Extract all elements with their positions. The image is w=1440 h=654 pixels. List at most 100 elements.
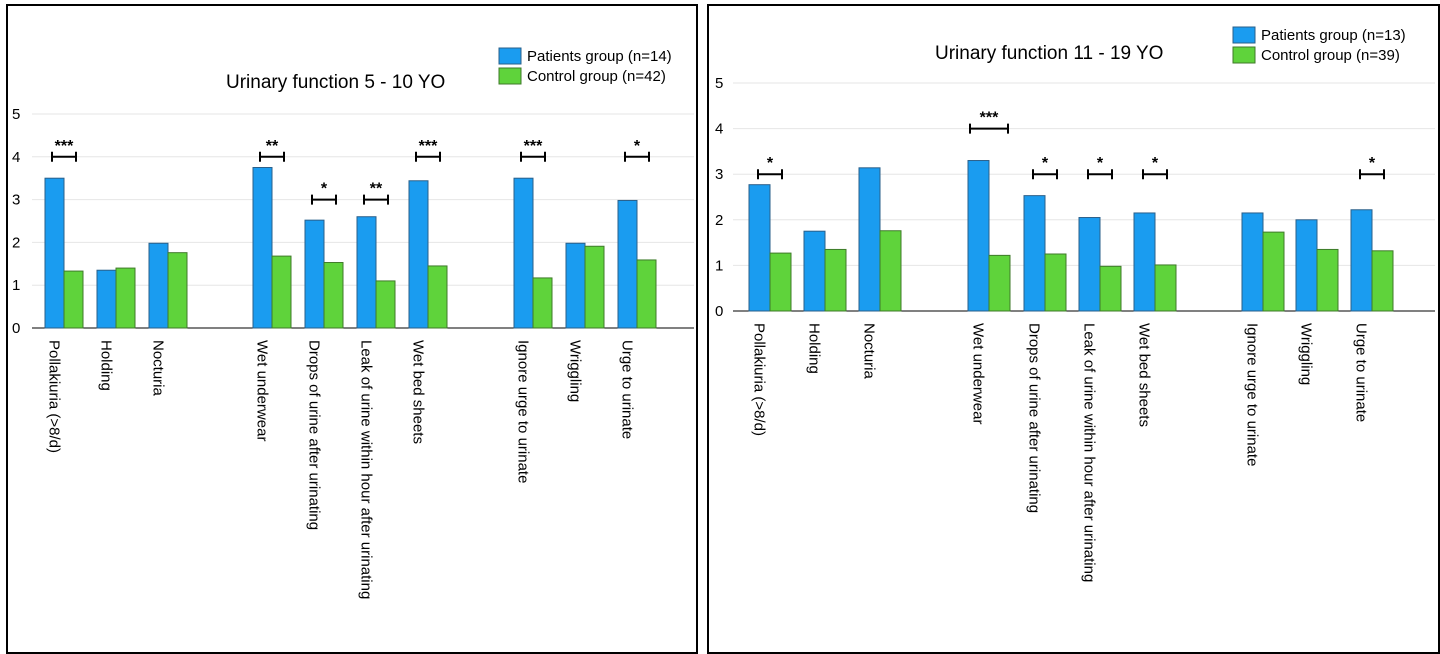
- x-category-label: Wet underwear: [970, 323, 987, 424]
- bar-control: [532, 277, 553, 329]
- significance-bracket: [51, 151, 77, 162]
- significance-bracket: [259, 151, 285, 162]
- bar-patients: [1133, 212, 1156, 312]
- significance-label: *: [1042, 155, 1049, 172]
- bar-patients: [858, 167, 881, 312]
- bar-patients: [803, 230, 826, 312]
- legend-swatch-patients: [1232, 26, 1256, 44]
- bar-patients: [408, 180, 429, 329]
- bar-patients: [148, 242, 169, 329]
- chart-panel-left: 0 1 2 3 4 5 Pollakiuria (>8/d) Holding Nocturia W…: [6, 4, 698, 654]
- bar-control: [636, 259, 657, 329]
- significance-bracket: [624, 151, 650, 162]
- significance-label: **: [370, 181, 383, 198]
- significance-bracket: [520, 151, 546, 162]
- significance-bracket: [1142, 169, 1168, 180]
- bar-control: [1099, 265, 1122, 312]
- significance-label: *: [1369, 155, 1376, 172]
- bar-control: [769, 252, 792, 312]
- chart-panel-right: 0 1 2 3 4 5 Pollakiuria (>8/d) Holding Nocturia W…: [707, 4, 1440, 654]
- x-category-label: Pollakiuria (>8/d): [46, 340, 63, 453]
- bar-patients: [356, 216, 377, 329]
- x-category-label: Holding: [98, 340, 115, 391]
- y-tick-label: 5: [715, 75, 723, 92]
- x-category-label: Wet underwear: [254, 340, 271, 441]
- bar-patients: [1350, 209, 1373, 312]
- legend-label: Patients group (n=14): [527, 48, 672, 65]
- bar-patients: [617, 199, 638, 329]
- significance-bracket: [1359, 169, 1385, 180]
- chart-title: Urinary function 5 - 10 YO: [226, 72, 445, 93]
- bar-patients: [1241, 212, 1264, 312]
- x-category-label: Wriggling: [567, 340, 584, 402]
- chart-right: 0 1 2 3 4 5 Pollakiuria (>8/d) Holding Nocturia W…: [715, 26, 1435, 582]
- x-category-label: Ignore urge to urinate: [1244, 323, 1261, 466]
- y-tick-label: 2: [12, 234, 20, 251]
- x-category-label: Drops of urine after urinating: [1026, 323, 1043, 513]
- significance-label: *: [1097, 155, 1104, 172]
- x-category-label: Urge to urinate: [619, 340, 636, 439]
- bar-patients: [44, 177, 65, 329]
- bar-control: [879, 230, 902, 312]
- significance-label: ***: [55, 138, 74, 155]
- y-tick-label: 0: [12, 320, 20, 337]
- significance-bracket: [1087, 169, 1113, 180]
- bar-patients: [748, 184, 771, 312]
- bar-control: [271, 255, 292, 329]
- significance-label: ***: [980, 110, 999, 127]
- significance-label: *: [321, 181, 328, 198]
- bar-patients: [513, 177, 534, 329]
- y-tick-label: 4: [715, 121, 723, 138]
- bar-patients: [1295, 219, 1318, 312]
- x-category-label: Leak of urine within hour after urinatin…: [358, 340, 375, 599]
- bar-patients: [1078, 217, 1101, 312]
- y-tick-label: 0: [715, 303, 723, 320]
- bar-control: [167, 252, 188, 329]
- bar-control: [115, 267, 136, 329]
- bar-control: [1371, 250, 1394, 312]
- y-tick-label: 2: [715, 212, 723, 229]
- x-category-label: Nocturia: [861, 323, 878, 380]
- bar-control: [323, 262, 344, 329]
- bar-patients: [967, 160, 990, 312]
- bar-patients: [252, 167, 273, 329]
- x-category-label: Drops of urine after urinating: [306, 340, 323, 530]
- legend-label: Control group (n=39): [1261, 47, 1400, 64]
- bar-control: [1154, 264, 1177, 312]
- legend-swatch-control: [1232, 46, 1256, 64]
- bar-control: [427, 265, 448, 329]
- bar-control: [63, 270, 84, 329]
- bar-control: [1316, 248, 1339, 312]
- significance-bracket: [415, 151, 441, 162]
- significance-label: ***: [524, 138, 543, 155]
- legend-label: Patients group (n=13): [1261, 27, 1406, 44]
- significance-bracket: [969, 123, 1009, 134]
- legend-swatch-control: [498, 67, 522, 85]
- y-tick-label: 3: [715, 166, 723, 183]
- x-category-label: Wriggling: [1298, 323, 1315, 385]
- x-category-label: Wet bed sheets: [1136, 323, 1153, 427]
- y-tick-label: 1: [12, 277, 20, 294]
- significance-bracket: [363, 194, 389, 205]
- y-tick-label: 1: [715, 257, 723, 274]
- legend-label: Control group (n=42): [527, 68, 666, 85]
- significance-bracket: [311, 194, 337, 205]
- x-category-label: Nocturia: [150, 340, 167, 397]
- bar-control: [988, 254, 1011, 312]
- significance-label: ***: [419, 138, 438, 155]
- significance-bracket: [757, 169, 783, 180]
- bar-control: [824, 248, 847, 312]
- legend-swatch-patients: [498, 47, 522, 65]
- x-category-label: Holding: [806, 323, 823, 374]
- y-tick-label: 3: [12, 192, 20, 209]
- bar-patients: [96, 269, 117, 329]
- bar-patients: [1023, 195, 1046, 312]
- bar-control: [375, 280, 396, 329]
- y-tick-label: 5: [12, 106, 20, 123]
- bar-patients: [304, 219, 325, 329]
- significance-bracket: [1032, 169, 1058, 180]
- x-category-label: Wet bed sheets: [410, 340, 427, 444]
- significance-label: **: [266, 138, 279, 155]
- bar-control: [1044, 253, 1067, 312]
- bar-control: [584, 245, 605, 329]
